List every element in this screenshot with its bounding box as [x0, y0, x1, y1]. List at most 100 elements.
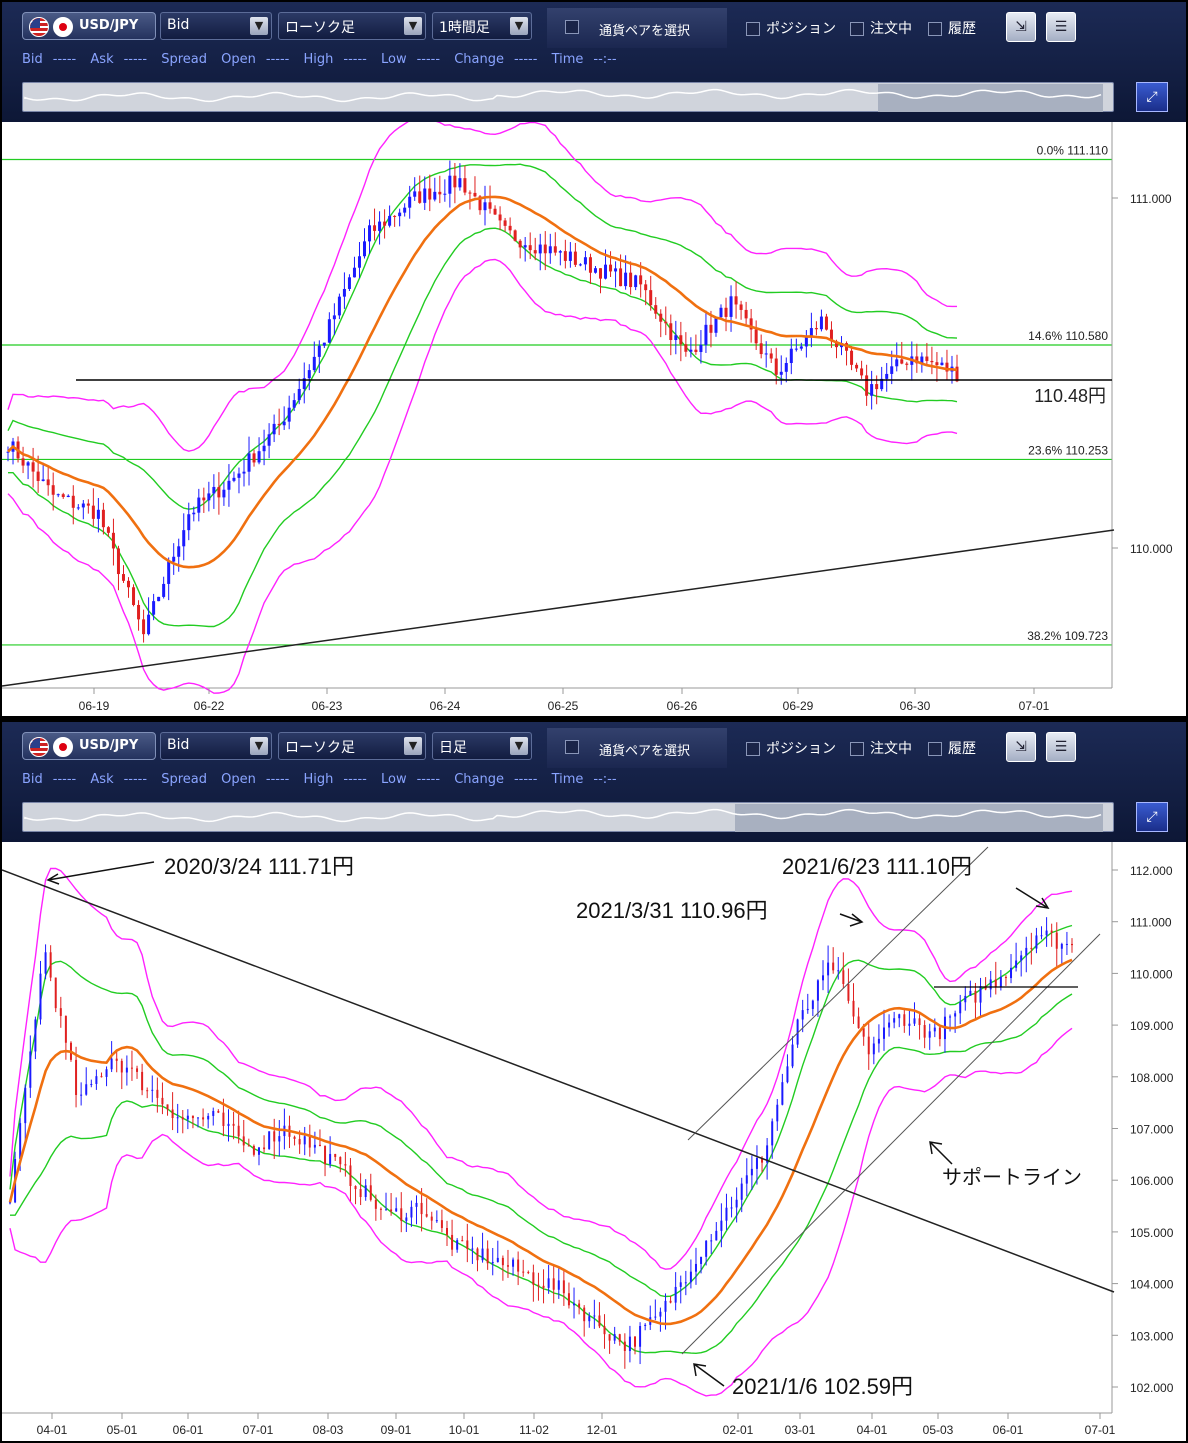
candle-body: [811, 1000, 814, 1009]
arrow-icon: [693, 1363, 725, 1387]
candle-body: [64, 1015, 67, 1043]
candle-body: [832, 962, 835, 971]
x-tick-label: 11-02: [519, 1423, 549, 1437]
history-checkbox[interactable]: 履歴: [928, 18, 976, 38]
x-tick-label: 06-19: [79, 699, 110, 713]
open-label: Open: [221, 52, 256, 67]
candle-body: [468, 192, 472, 194]
chart-navigator[interactable]: [22, 82, 1114, 112]
candle-body: [940, 362, 944, 366]
settings-list-icon[interactable]: ☰: [1046, 12, 1076, 42]
x-tick-label: 05-01: [107, 1423, 138, 1437]
candle-body: [558, 251, 562, 253]
daily-chart-canvas[interactable]: 2020/3/24 111.71円 2021/6/23 111.10円 2021/3…: [2, 842, 1186, 1441]
x-tick-label: 02-01: [723, 1423, 754, 1437]
position-checkbox[interactable]: ポジション: [746, 18, 836, 38]
candle-body: [969, 990, 972, 996]
time-label: Time: [551, 52, 584, 67]
candle-body: [1045, 930, 1048, 936]
candle-body: [136, 1068, 139, 1072]
candle-body: [395, 1208, 398, 1212]
history-checkbox[interactable]: 履歴: [928, 738, 976, 758]
support-line: [681, 933, 1101, 1355]
candle-body: [488, 202, 492, 209]
pair-select-toggle[interactable]: 通貨ペアを選択: [547, 8, 727, 48]
candle-body: [212, 486, 216, 494]
export-icon[interactable]: ⇲: [1006, 732, 1036, 762]
timeframe-value: 日足: [439, 740, 467, 756]
candle-body: [227, 1123, 230, 1126]
history-label: 履歴: [948, 21, 976, 37]
candle-body: [90, 1084, 93, 1086]
chevron-down-icon: ▼: [404, 17, 422, 35]
chart-type-select[interactable]: ローソク足 ▼: [278, 732, 426, 760]
low-label: Low: [380, 772, 407, 787]
candle-body: [512, 1259, 515, 1267]
order-checkbox[interactable]: 注文中: [850, 738, 912, 758]
chart-type-select[interactable]: ローソク足 ▼: [278, 12, 426, 40]
candle-body: [508, 225, 512, 231]
candle-body: [895, 359, 899, 367]
export-icon[interactable]: ⇲: [1006, 12, 1036, 42]
candle-body: [327, 319, 331, 343]
chart-toolbar: USD/JPY Bid ▼ ローソク足 ▼ 日足 ▼ 通貨ペアを選択 ポジション 注文…: [2, 722, 1186, 842]
candle-body: [91, 505, 95, 519]
candle-body: [664, 1300, 667, 1312]
candle-body: [222, 489, 226, 498]
candle-body: [905, 363, 909, 365]
candle-body: [553, 246, 557, 253]
order-checkbox[interactable]: 注文中: [850, 18, 912, 38]
y-tick-label: 109.000: [1130, 1019, 1174, 1033]
navigator-line: [24, 88, 1102, 103]
candle-body: [609, 264, 613, 272]
candle-body: [654, 305, 658, 314]
candle-body: [54, 977, 57, 1009]
timeframe-select[interactable]: 日足 ▼: [432, 732, 532, 760]
candle-body: [679, 1282, 682, 1287]
candle-body: [867, 1036, 870, 1055]
candle-body: [49, 952, 52, 978]
candle-body: [847, 983, 850, 1001]
chart-navigator[interactable]: [22, 802, 1114, 832]
price-type-select[interactable]: Bid ▼: [160, 12, 272, 40]
candle-body: [857, 1016, 860, 1029]
currency-pair-button[interactable]: USD/JPY: [22, 12, 156, 40]
x-tick-label: 03-01: [785, 1423, 816, 1437]
candle-body: [900, 359, 904, 364]
candle-body: [974, 990, 977, 1003]
candle-body: [359, 1189, 362, 1198]
timeframe-select[interactable]: 1時間足 ▼: [432, 12, 532, 40]
candle-body: [503, 220, 507, 226]
candle-body: [130, 1067, 133, 1069]
expand-icon[interactable]: ⤢: [1136, 802, 1168, 832]
candle-body: [664, 321, 668, 324]
candle-body: [308, 1136, 311, 1148]
price-type-select[interactable]: Bid ▼: [160, 732, 272, 760]
candle-body: [557, 1280, 560, 1290]
currency-pair-button[interactable]: USD/JPY: [22, 732, 156, 760]
candle-body: [567, 1293, 570, 1306]
candle-body: [654, 1316, 657, 1318]
candle-body: [634, 275, 638, 288]
x-tick-label: 06-30: [900, 699, 931, 713]
candle-body: [804, 335, 808, 347]
candle-body: [705, 1240, 708, 1257]
pair-select-toggle[interactable]: 通貨ペアを選択: [547, 728, 727, 768]
chart-toolbar: USD/JPY Bid ▼ ローソク足 ▼ 1時間足 ▼ 通貨ペアを選択 ポジション …: [2, 2, 1186, 122]
position-checkbox[interactable]: ポジション: [746, 738, 836, 758]
candle-body: [443, 193, 447, 195]
candle-body: [799, 346, 803, 349]
candle-body: [95, 1076, 98, 1085]
candle-body: [639, 275, 643, 285]
x-tick-label: 06-01: [173, 1423, 204, 1437]
candle-body: [779, 371, 783, 375]
candle-body: [146, 1090, 149, 1092]
candle-body: [156, 1089, 159, 1098]
candle-body: [456, 1240, 459, 1250]
hourly-chart-canvas[interactable]: 0.0% 111.110 14.6% 110.580 23.6% 110.253 38…: [2, 122, 1186, 716]
settings-list-icon[interactable]: ☰: [1046, 732, 1076, 762]
moving-average-line: [8, 958, 1073, 1326]
expand-icon[interactable]: ⤢: [1136, 82, 1168, 112]
candle-body: [428, 188, 432, 200]
candle-body: [583, 1307, 586, 1322]
